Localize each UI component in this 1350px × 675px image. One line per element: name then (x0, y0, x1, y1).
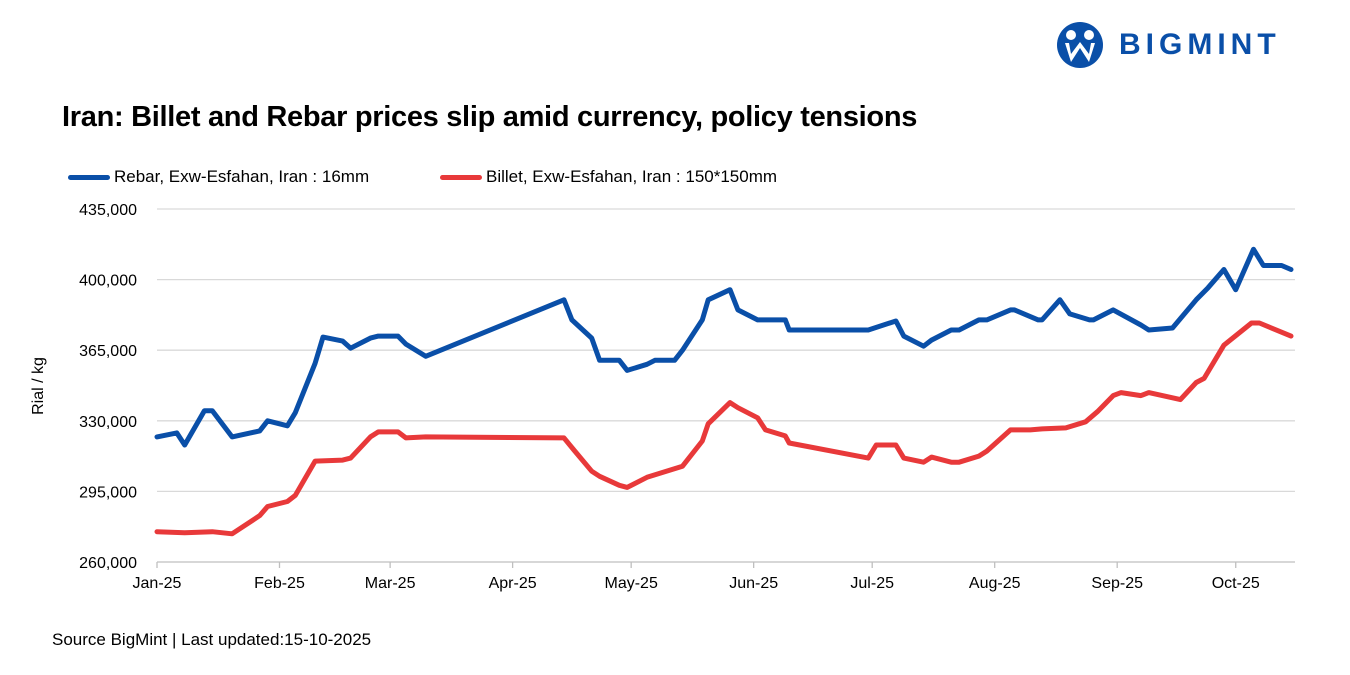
logo-text: BIGMINT (1119, 28, 1281, 61)
y-tick-label: 435,000 (79, 202, 137, 219)
legend-item-billet: Billet, Exw-Esfahan, Iran : 150*150mm (440, 167, 777, 187)
y-tick-label: 330,000 (79, 414, 137, 431)
x-tick-label: Sep-25 (1091, 575, 1143, 592)
x-tick-label: Jul-25 (850, 575, 894, 592)
y-tick-label: 260,000 (79, 555, 137, 572)
x-tick-label: Oct-25 (1212, 575, 1260, 592)
bigmint-logo: BIGMINT (1055, 22, 1281, 68)
legend-swatch-billet (440, 174, 482, 180)
chart-title: Iran: Billet and Rebar prices slip amid … (62, 101, 918, 133)
x-tick-label: Jun-25 (729, 575, 778, 592)
x-tick-label: May-25 (604, 575, 657, 592)
y-axis-label: Rial / kg (30, 357, 47, 415)
series-line-billet (154, 320, 1294, 537)
x-tick-label: Mar-25 (365, 575, 416, 592)
legend-swatch-rebar (68, 174, 110, 180)
x-tick-label: Jan-25 (133, 575, 182, 592)
x-tick-label: Apr-25 (489, 575, 537, 592)
y-tick-label: 295,000 (79, 484, 137, 501)
x-tick-label: Feb-25 (254, 575, 305, 592)
bigmint-logo-icon (1057, 22, 1103, 68)
legend-label-billet: Billet, Exw-Esfahan, Iran : 150*150mm (486, 167, 778, 186)
legend-item-rebar: Rebar, Exw-Esfahan, Iran : 16mm (68, 167, 369, 187)
y-tick-label: 400,000 (79, 273, 137, 290)
legend-label-rebar: Rebar, Exw-Esfahan, Iran : 16mm (114, 167, 370, 186)
y-tick-label: 365,000 (79, 343, 137, 360)
series-line-rebar (154, 246, 1294, 448)
x-tick-label: Aug-25 (969, 575, 1021, 592)
source-note: Source BigMint | Last updated:15-10-2025 (52, 630, 372, 649)
